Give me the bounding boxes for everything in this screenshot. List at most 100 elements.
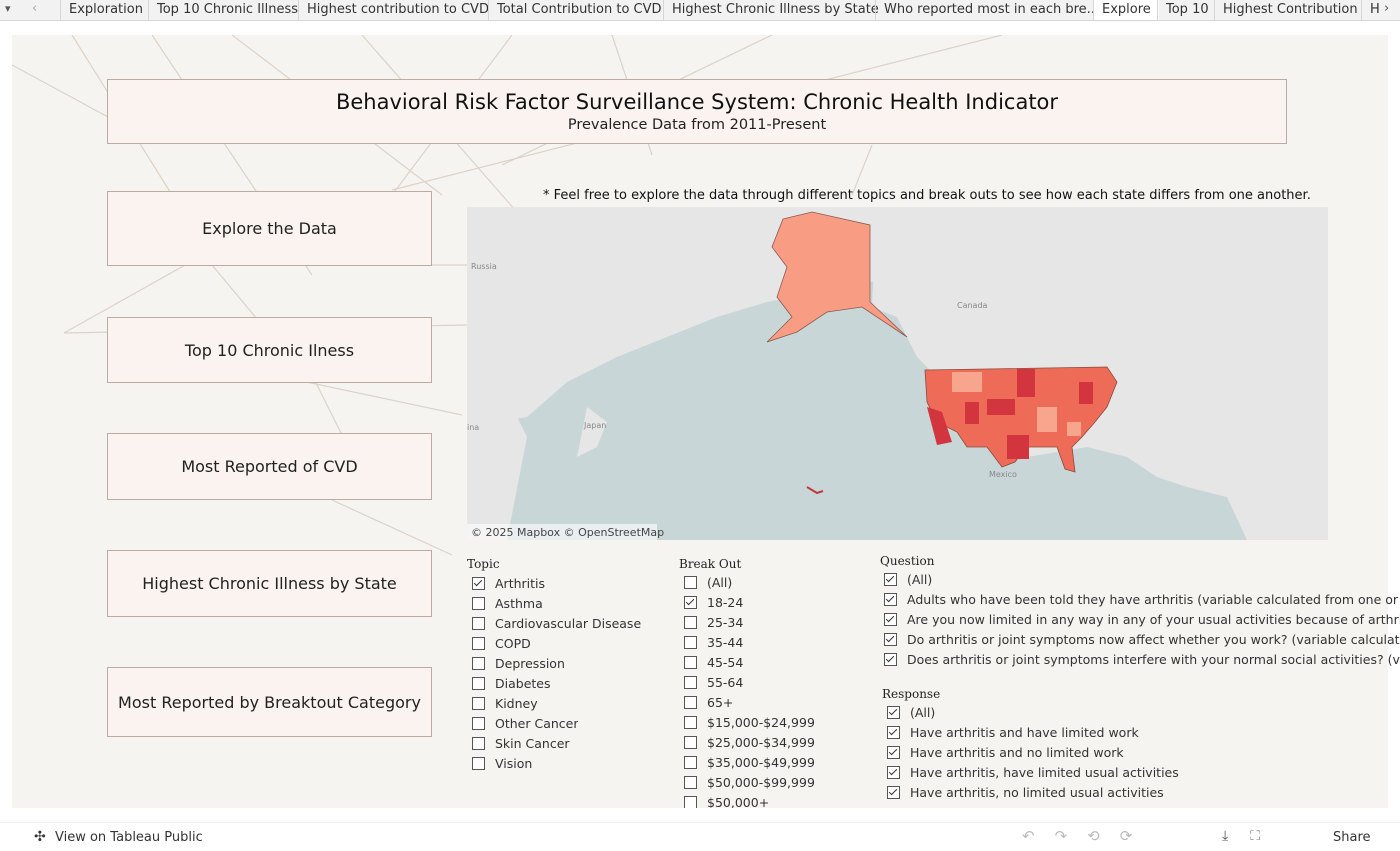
filter-option[interactable]: Have arthritis and have limited work xyxy=(887,725,1139,741)
filter-option[interactable]: Skin Cancer xyxy=(472,736,570,752)
checkbox[interactable] xyxy=(472,737,485,750)
tab-menu[interactable]: ▾ xyxy=(5,2,11,15)
filter-option[interactable]: 45-54 xyxy=(684,655,743,671)
us-states xyxy=(924,366,1118,473)
filter-option[interactable]: (All) xyxy=(684,575,732,591)
filter-option[interactable]: $15,000-$24,999 xyxy=(684,715,815,731)
filter-option[interactable]: $50,000-$99,999 xyxy=(684,775,815,791)
filter-option[interactable]: Kidney xyxy=(472,696,538,712)
nav-button[interactable]: Highest Chronic Illness by State xyxy=(107,550,432,617)
nav-button[interactable]: Explore the Data xyxy=(107,191,432,266)
tab[interactable]: Explore xyxy=(1093,0,1159,20)
checkbox[interactable] xyxy=(884,653,897,666)
share-button[interactable]: Share xyxy=(1333,830,1371,845)
checkbox[interactable] xyxy=(472,757,485,770)
checkbox[interactable] xyxy=(472,577,485,590)
filter-option[interactable]: 55-64 xyxy=(684,675,743,691)
filter-option[interactable]: (All) xyxy=(884,572,932,588)
checkbox[interactable] xyxy=(472,717,485,730)
tab-next[interactable]: › xyxy=(1384,1,1390,16)
checkbox[interactable] xyxy=(684,756,697,769)
option-label: $50,000+ xyxy=(707,795,770,808)
checkbox[interactable] xyxy=(472,597,485,610)
tab[interactable]: Highest contribution to CVD xyxy=(298,0,497,20)
toolbar-icons[interactable]: ↶↷⟲⟳ xyxy=(1022,827,1153,845)
map-attribution: © 2025 Mapbox © OpenStreetMap xyxy=(471,526,664,539)
filter-option[interactable]: Asthma xyxy=(472,596,543,612)
nav-button[interactable]: Most Reported of CVD xyxy=(107,433,432,500)
toolbar-icons[interactable]: ⤓⛶ xyxy=(1222,828,1282,844)
tab[interactable]: Total Contribution to CVD xyxy=(488,0,670,20)
checkbox[interactable] xyxy=(887,746,900,759)
tab[interactable]: Top 10 xyxy=(1157,0,1217,20)
state-highlights xyxy=(927,369,1093,459)
checkbox[interactable] xyxy=(684,716,697,729)
filter-option[interactable]: Vision xyxy=(472,756,532,772)
tab[interactable]: H xyxy=(1361,0,1388,20)
checkbox[interactable] xyxy=(887,786,900,799)
checkbox[interactable] xyxy=(884,573,897,586)
filter-option[interactable]: Have arthritis and no limited work xyxy=(887,745,1124,761)
filter-option[interactable]: Depression xyxy=(472,656,565,672)
footer: ✣ ↶↷⟲⟳ ⤓⛶ View on Tableau Public Share xyxy=(0,822,1400,851)
checkbox[interactable] xyxy=(887,726,900,739)
nav-button[interactable]: Top 10 Chronic Ilness xyxy=(107,317,432,383)
filter-option[interactable]: $35,000-$49,999 xyxy=(684,755,815,771)
filter-option[interactable]: Does arthritis or joint symptoms interfe… xyxy=(884,652,1400,668)
checkbox[interactable] xyxy=(684,696,697,709)
checkbox[interactable] xyxy=(884,613,897,626)
filter-option[interactable]: $25,000-$34,999 xyxy=(684,735,815,751)
checkbox[interactable] xyxy=(684,796,697,808)
checkbox[interactable] xyxy=(472,657,485,670)
checkbox[interactable] xyxy=(472,677,485,690)
checkbox[interactable] xyxy=(684,656,697,669)
option-label: 35-44 xyxy=(707,635,744,650)
tab[interactable]: Exploration xyxy=(60,0,151,20)
filter-option[interactable]: Adults who have been told they have arth… xyxy=(884,592,1400,608)
filter-option[interactable]: Other Cancer xyxy=(472,716,578,732)
filter-option[interactable]: Cardiovascular Disease xyxy=(472,616,641,632)
filter-option[interactable]: Have arthritis, have limited usual activ… xyxy=(887,765,1179,781)
checkbox[interactable] xyxy=(472,637,485,650)
filter-option[interactable]: $50,000+ xyxy=(684,795,769,808)
filter-option[interactable]: COPD xyxy=(472,636,531,652)
nav-button[interactable]: Most Reported by Breaktout Category xyxy=(107,667,432,737)
filter-option[interactable]: 18-24 xyxy=(684,595,743,611)
filter-option[interactable]: Diabetes xyxy=(472,676,551,692)
filter-option[interactable]: Have arthritis, no limited usual activit… xyxy=(887,785,1164,801)
checkbox[interactable] xyxy=(684,596,697,609)
tab-prev[interactable]: ‹ xyxy=(32,1,38,16)
option-label: Have arthritis and have limited work xyxy=(910,725,1139,740)
map[interactable]: Russia Canada Japan Mexico ina © 2025 Mapbox … xyxy=(467,207,1328,540)
option-label: Are you now limited in any way in any of… xyxy=(907,612,1400,627)
checkbox[interactable] xyxy=(684,636,697,649)
checkbox[interactable] xyxy=(472,617,485,630)
filter-option[interactable]: Arthritis xyxy=(472,576,545,592)
checkbox[interactable] xyxy=(684,736,697,749)
tab[interactable]: Highest Contribution xyxy=(1214,0,1366,20)
checkbox[interactable] xyxy=(884,633,897,646)
checkbox[interactable] xyxy=(884,593,897,606)
checkbox[interactable] xyxy=(684,576,697,589)
option-label: COPD xyxy=(495,636,531,651)
filter-option[interactable]: Are you now limited in any way in any of… xyxy=(884,612,1400,628)
checkbox[interactable] xyxy=(684,776,697,789)
filter-option[interactable]: 35-44 xyxy=(684,635,743,651)
tableau-link[interactable]: View on Tableau Public xyxy=(55,830,203,845)
checkbox[interactable] xyxy=(887,766,900,779)
filter-option[interactable]: 65+ xyxy=(684,695,733,711)
tab[interactable]: Who reported most in each bre... xyxy=(875,0,1107,20)
tab[interactable]: Highest Chronic Illness by State xyxy=(663,0,887,20)
checkbox[interactable] xyxy=(887,706,900,719)
tab-bar: ▾ ‹ › Exploration Top 10 Chronic Illness H… xyxy=(0,0,1400,21)
checkbox[interactable] xyxy=(684,676,697,689)
filter-option[interactable]: Do arthritis or joint symptoms now affec… xyxy=(884,632,1400,648)
filter-option[interactable]: 25-34 xyxy=(684,615,743,631)
option-label: 25-34 xyxy=(707,615,744,630)
tab[interactable]: Top 10 Chronic Illness xyxy=(148,0,306,20)
checkbox[interactable] xyxy=(472,697,485,710)
checkbox[interactable] xyxy=(684,616,697,629)
option-label: Have arthritis, have limited usual activ… xyxy=(910,765,1179,780)
filter-option[interactable]: (All) xyxy=(887,705,935,721)
option-label: 55-64 xyxy=(707,675,744,690)
